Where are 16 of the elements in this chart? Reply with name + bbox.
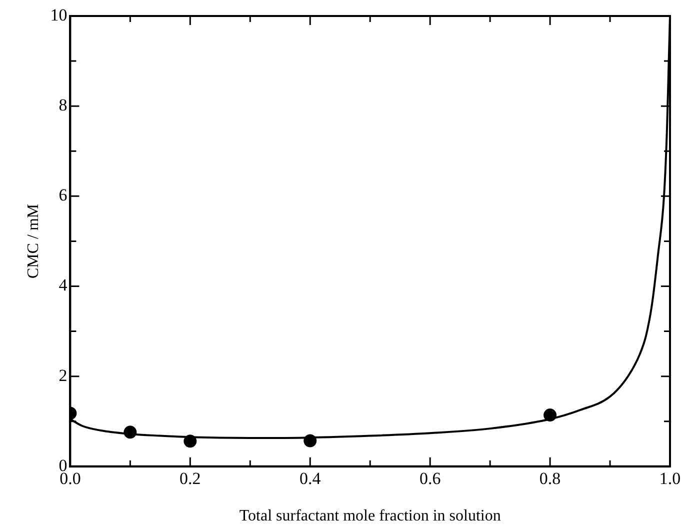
x-tick-label: 1.0 <box>659 469 681 488</box>
x-axis-title: Total surfactant mole fraction in solution <box>239 508 501 525</box>
x-tick-label: 0.2 <box>180 469 201 488</box>
x-tick-label: 0.6 <box>419 469 441 488</box>
x-tick-label: 0.8 <box>539 469 561 488</box>
y-tick-label: 6 <box>58 186 68 205</box>
x-tick-label: 0.4 <box>299 469 322 488</box>
y-tick-label: 10 <box>50 5 68 24</box>
point <box>184 434 197 448</box>
y-axis-title: CMC / mM <box>24 204 42 279</box>
point <box>124 426 137 439</box>
point <box>544 408 557 422</box>
y-tick-label: 4 <box>58 276 68 295</box>
y-tick-label: 8 <box>58 96 68 115</box>
y-tick-label: 2 <box>58 366 68 385</box>
point <box>304 434 317 448</box>
